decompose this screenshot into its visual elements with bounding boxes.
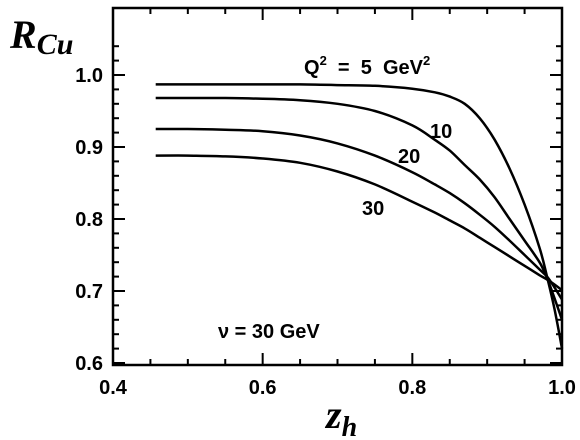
x-tick-label: 0.6 xyxy=(249,377,277,399)
y-axis-title-sub: Cu xyxy=(37,28,74,61)
curve-label-q2-5: Q2 = 5 GeV2 xyxy=(304,53,430,79)
x-tick-label: 0.8 xyxy=(398,377,426,399)
curve-series-1 xyxy=(155,83,564,349)
tick-labels: 0.60.70.80.91.00.4 0.6 0.8 1.0 xyxy=(75,65,576,399)
nu-annotation: ν = 30 GeV xyxy=(218,321,320,343)
curve-label-10: 10 xyxy=(430,121,452,143)
curve-series-3 xyxy=(155,127,564,301)
y-tick-label: 0.8 xyxy=(75,209,103,231)
y-axis-title-main: R xyxy=(9,12,37,57)
curves xyxy=(155,83,564,349)
y-tick-label: 0.7 xyxy=(75,281,103,303)
curve-series-4 xyxy=(155,154,563,292)
y-axis-title: RCu xyxy=(9,12,73,61)
x-axis-title-sub: h xyxy=(342,412,358,440)
x-axis-title: zh xyxy=(324,392,357,440)
y-tick-label: 0.6 xyxy=(75,353,103,375)
curve-label-20: 20 xyxy=(398,146,420,168)
curve-series-2 xyxy=(155,96,564,321)
curve-labels: Q2 = 5 GeV2 10 20 30 xyxy=(304,53,452,220)
y-tick-label: 1.0 xyxy=(75,65,103,87)
y-tick-label: 0.9 xyxy=(75,137,103,159)
x-tick-label: 0.4 xyxy=(99,377,128,399)
curve-label-30: 30 xyxy=(362,198,384,220)
x-axis-title-main: z xyxy=(324,392,342,437)
x-tick-label: 1.0 xyxy=(548,377,576,399)
